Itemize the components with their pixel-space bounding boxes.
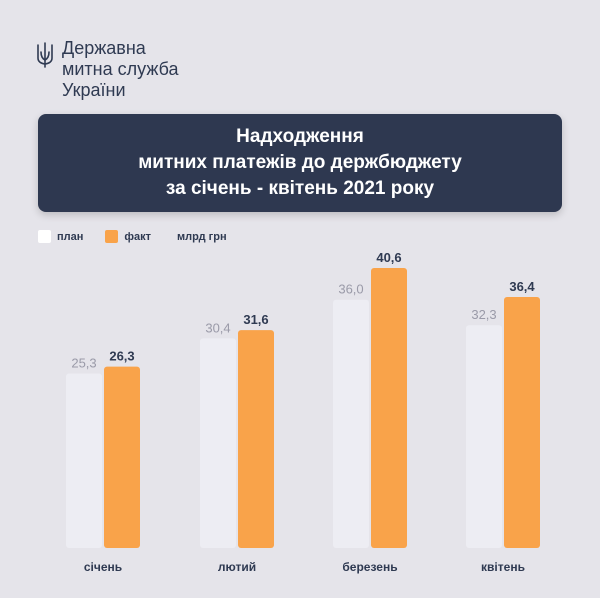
org-name-line-2: митна служба (62, 59, 179, 79)
chart-title-line-1: Надходження (236, 126, 364, 147)
x-tick-label-1: січень (84, 560, 122, 574)
legend-swatch-plan (38, 230, 51, 243)
org-name-line-3: України (62, 80, 126, 100)
legend-label-fact: факт (124, 230, 152, 243)
legend-item-plan: план (38, 230, 83, 243)
bar-fact-3 (371, 268, 407, 548)
bar-fact-4 (504, 296, 540, 548)
bar-plan-1 (66, 373, 102, 548)
data-label-plan-3: 36,0 (338, 282, 363, 297)
org-logo: Державна митна служба України (36, 38, 178, 101)
bar-fact-2 (238, 330, 274, 548)
legend-item-fact: факт (105, 230, 151, 243)
x-tick-label-3: березень (342, 560, 397, 574)
bar-plan-4 (466, 325, 502, 548)
bar-plan-2 (200, 338, 236, 548)
data-label-plan-4: 32,3 (471, 307, 496, 322)
org-name-line-1: Державна (62, 38, 146, 58)
trident-icon (37, 42, 53, 68)
data-label-fact-1: 26,3 (109, 349, 134, 364)
chart-title-line-2: митних платежів до держбюджету (138, 152, 462, 173)
x-tick-label-4: квітень (481, 560, 525, 574)
org-name: Державна митна служба України (62, 38, 178, 101)
chart-title-line-3: за січень - квітень 2021 року (165, 178, 435, 199)
legend-swatch-fact (105, 230, 119, 243)
data-label-plan-1: 25,3 (71, 356, 96, 371)
chart-title-box: Надходження митних платежів до держбюдже… (38, 114, 562, 212)
data-label-plan-2: 30,4 (205, 320, 230, 335)
legend-unit: млрд грн (177, 230, 227, 243)
legend-label-plan: план (57, 230, 84, 243)
data-label-fact-2: 31,6 (243, 312, 268, 327)
chart-legend: план факт млрд грн (38, 230, 227, 243)
data-label-fact-4: 36,4 (509, 279, 535, 294)
x-tick-label-2: лютий (218, 560, 256, 574)
bar-plan-3 (333, 299, 369, 548)
bar-fact-1 (104, 366, 140, 548)
data-label-fact-3: 40,6 (376, 250, 401, 265)
